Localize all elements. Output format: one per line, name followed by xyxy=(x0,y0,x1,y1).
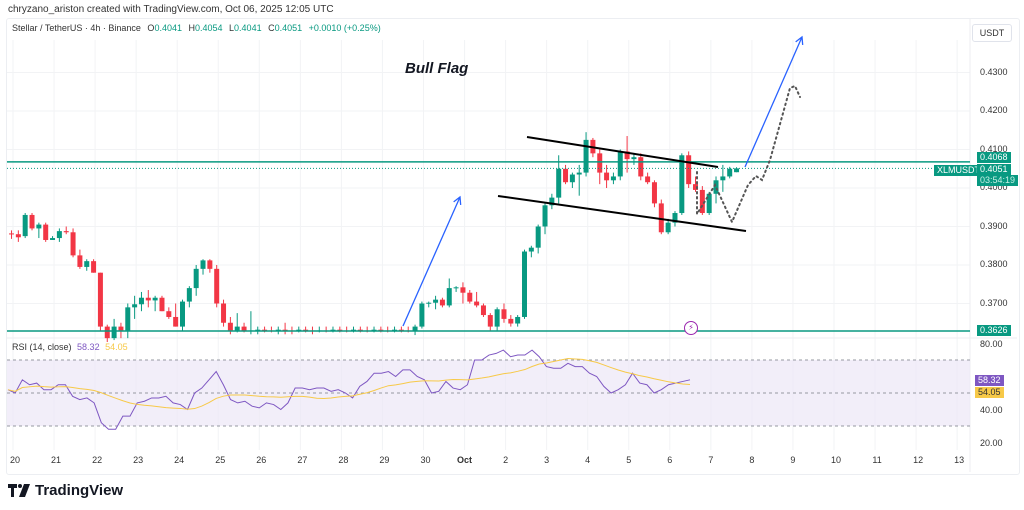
rsi-ma-tag: 54.05 xyxy=(975,387,1004,398)
date-axis-label: 7 xyxy=(708,455,714,465)
high-value: 0.4054 xyxy=(194,23,223,33)
price-axis-label: 0.4200 xyxy=(980,105,1008,115)
last-price-tag: 0.4051 xyxy=(977,164,1011,175)
date-axis-label: 27 xyxy=(297,455,308,465)
date-axis-label: 8 xyxy=(749,455,755,465)
rsi-legend: RSI (14, close) 58.32 54.05 xyxy=(12,342,128,352)
date-axis-label: 5 xyxy=(626,455,632,465)
date-axis-label: 13 xyxy=(954,455,965,465)
close-value: 0.4051 xyxy=(274,23,303,33)
price-axis-label: 0.4000 xyxy=(980,182,1008,192)
lightning-icon[interactable]: ⚡ xyxy=(684,321,698,335)
date-axis-label: 20 xyxy=(9,455,21,465)
date-axis-label: 28 xyxy=(338,455,349,465)
open-value: 0.4041 xyxy=(154,23,182,33)
rsi-label: RSI (14, close) xyxy=(12,342,72,352)
date-axis-label: 4 xyxy=(585,455,591,465)
date-axis-label: 12 xyxy=(913,455,924,465)
date-axis-label: 30 xyxy=(420,455,431,465)
rsi-ma-value: 54.05 xyxy=(105,342,128,352)
date-axis-label: 6 xyxy=(667,455,673,465)
change-value: +0.0010 (+0.25%) xyxy=(308,23,381,33)
price-axis-label: 0.4300 xyxy=(980,66,1008,77)
date-axis-label: 2 xyxy=(503,455,509,465)
resistance-price-tag: 0.4068 xyxy=(977,152,1011,163)
price-axis-label: 0.3700 xyxy=(980,297,1008,308)
tradingview-logo-icon xyxy=(8,484,30,497)
countdown-tag: 03:54:19 xyxy=(977,175,1019,186)
rsi-axis-20: 20.00 xyxy=(980,438,1003,448)
date-axis-label: 10 xyxy=(830,455,842,465)
rsi-axis-80: 80.00 xyxy=(980,339,1003,349)
date-axis-label: 21 xyxy=(51,455,62,465)
date-axis-label: 24 xyxy=(174,455,185,465)
date-axis-label: 11 xyxy=(872,455,882,465)
currency-button[interactable]: USDT xyxy=(972,24,1012,42)
rsi-value-tag: 58.32 xyxy=(975,375,1004,386)
date-axis-label: 22 xyxy=(92,455,103,465)
brand-name: TradingView xyxy=(35,482,124,499)
credit-text: chryzano_ariston created with TradingVie… xyxy=(8,4,334,15)
low-value: 0.4041 xyxy=(234,23,262,33)
symbol-title: Stellar / TetherUS · 4h · Binance xyxy=(12,23,141,33)
rsi-axis-40: 40.00 xyxy=(980,405,1003,415)
price-axis-label: 0.3800 xyxy=(980,259,1008,269)
symbol-legend: Stellar / TetherUS · 4h · Binance O0.404… xyxy=(12,23,381,33)
date-axis-label: 25 xyxy=(215,455,226,465)
chart-frame xyxy=(6,18,1020,475)
date-axis-label: Oct xyxy=(457,455,473,465)
date-axis-label: 3 xyxy=(544,455,550,465)
tradingview-logo[interactable]: TradingView xyxy=(8,482,123,499)
date-axis-label: 29 xyxy=(379,455,390,465)
date-axis-label: 23 xyxy=(133,455,144,465)
support-price-tag: 0.3626 xyxy=(977,325,1011,336)
price-axis-label: 0.4100 xyxy=(980,143,1008,154)
date-axis-label: 9 xyxy=(790,455,796,465)
date-axis-label: 26 xyxy=(256,455,267,465)
rsi-value: 58.32 xyxy=(77,342,100,352)
price-axis-label: 0.3900 xyxy=(980,220,1008,231)
bull-flag-annotation: Bull Flag xyxy=(405,60,469,77)
symbol-tag: XLMUSDT xyxy=(934,165,984,176)
